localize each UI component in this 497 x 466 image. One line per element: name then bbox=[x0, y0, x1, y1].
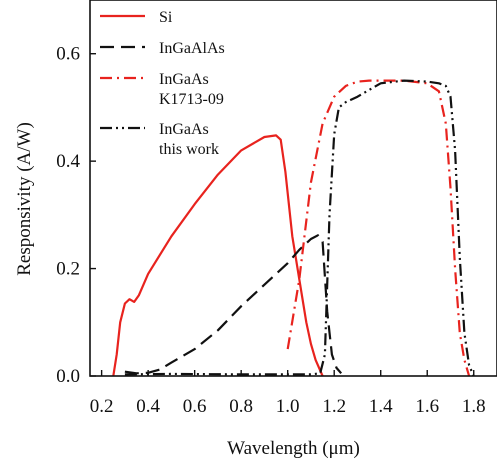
plot-frame bbox=[89, 0, 497, 377]
legend-label: K1713-09 bbox=[159, 91, 224, 108]
legend-label: InGaAs bbox=[159, 71, 209, 88]
x-tick-label: 0.6 bbox=[183, 396, 207, 417]
series-line-ingaas-k1713-09 bbox=[286, 79, 471, 376]
y-tick-label: 0.6 bbox=[56, 44, 80, 65]
legend-label: this work bbox=[159, 141, 219, 158]
x-tick-label: 0.4 bbox=[136, 396, 160, 417]
y-axis-label: Responsivity (A/W) bbox=[14, 122, 35, 276]
series-line-ingaalas bbox=[124, 234, 343, 375]
series-line-si bbox=[112, 134, 324, 376]
legend: Si InGaAlAs InGaAs K1713-09 InGaAs this work bbox=[100, 9, 225, 158]
legend-label: Si bbox=[159, 9, 173, 26]
y-tick-label: 0.0 bbox=[56, 366, 80, 387]
x-tick-label: 1.2 bbox=[322, 396, 346, 417]
x-tick-label: 0.2 bbox=[90, 396, 114, 417]
legend-label: InGaAs bbox=[159, 121, 209, 138]
y-tick-label: 0.4 bbox=[56, 151, 80, 172]
axis-ticks: 0.2 0.4 0.6 0.8 1.0 1.2 1.4 1.6 1.8 0.0 0.2 0.4 0.6 bbox=[56, 44, 485, 417]
legend-label: InGaAlAs bbox=[159, 40, 225, 57]
series-line-ingaas-this-work bbox=[124, 79, 475, 376]
x-tick-label: 1.0 bbox=[276, 396, 300, 417]
x-tick-label: 1.6 bbox=[415, 396, 439, 417]
x-tick-label: 1.8 bbox=[462, 396, 486, 417]
x-tick-label: 1.4 bbox=[369, 396, 393, 417]
data-series bbox=[112, 79, 475, 376]
y-tick-label: 0.2 bbox=[56, 259, 80, 280]
x-axis-label: Wavelength (μm) bbox=[227, 438, 360, 459]
x-tick-label: 0.8 bbox=[229, 396, 253, 417]
